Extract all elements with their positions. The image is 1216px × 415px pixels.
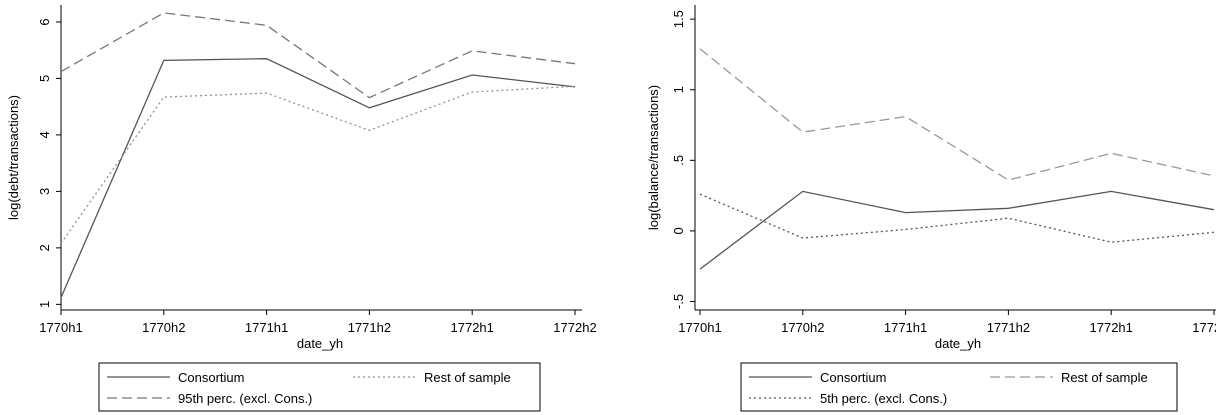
y-axis-title: log(balance/transactions) xyxy=(646,85,661,230)
x-tick-label: 1772h2 xyxy=(1192,320,1216,335)
series-line-1 xyxy=(60,58,576,298)
y-tick-label: 4 xyxy=(37,131,52,138)
x-tick-label: 1770h2 xyxy=(781,320,824,335)
x-tick-label: 1771h2 xyxy=(987,320,1030,335)
x-tick-label: 1772h1 xyxy=(451,320,494,335)
series-line-3 xyxy=(60,12,576,99)
legend-label: 5th perc. (excl. Cons.) xyxy=(820,391,947,406)
x-axis-title: date_yh xyxy=(297,336,343,351)
series-line-2 xyxy=(699,48,1215,181)
y-tick-label: -.5 xyxy=(671,294,686,309)
legend-label: 95th perc. (excl. Cons.) xyxy=(178,391,312,406)
legend-label: Consortium xyxy=(820,370,886,385)
x-tick-label: 1771h2 xyxy=(348,320,391,335)
x-tick-label: 1772h1 xyxy=(1090,320,1133,335)
x-tick-label: 1771h1 xyxy=(245,320,288,335)
y-tick-label: 3 xyxy=(37,188,52,195)
series-line-3 xyxy=(699,193,1215,243)
x-tick-label: 1770h1 xyxy=(678,320,721,335)
legend-label: Consortium xyxy=(178,370,244,385)
x-tick-label: 1770h1 xyxy=(39,320,82,335)
legend: Consortium Rest of sample 95th perc. (excl… xyxy=(98,362,541,412)
legend-box xyxy=(740,362,1178,412)
y-axis-title: log(debt/transactions) xyxy=(6,95,21,220)
chart-2: -.5 0 .5 1 1.5 1770h1 1770h2 1771h1 1771h2 1772h1… xyxy=(646,5,1216,412)
y-tick-label: 5 xyxy=(37,75,52,82)
series-line-1 xyxy=(699,190,1215,270)
legend: Consortium Rest of sample 5th perc. (excl.… xyxy=(740,362,1178,412)
x-tick-label: 1771h1 xyxy=(884,320,927,335)
y-tick-label: .5 xyxy=(671,155,686,166)
y-tick-label: 0 xyxy=(671,227,686,234)
legend-box xyxy=(98,362,541,412)
y-tick-label: 6 xyxy=(37,18,52,25)
legend-label: Rest of sample xyxy=(1061,370,1148,385)
y-tick-label: 1 xyxy=(671,86,686,93)
series-line-2 xyxy=(60,85,576,244)
y-tick-label: 1 xyxy=(37,301,52,308)
x-tick-label: 1770h2 xyxy=(142,320,185,335)
legend-label: Rest of sample xyxy=(424,370,511,385)
y-tick-label: 1.5 xyxy=(671,10,686,28)
x-axis-title: date_yh xyxy=(935,336,981,351)
x-tick-label: 1772h2 xyxy=(553,320,596,335)
chart-1: 1 2 3 4 5 6 1770h1 1770h2 1771h1 1771h2 1772h1 1772… xyxy=(6,5,597,412)
y-tick-label: 2 xyxy=(37,244,52,251)
